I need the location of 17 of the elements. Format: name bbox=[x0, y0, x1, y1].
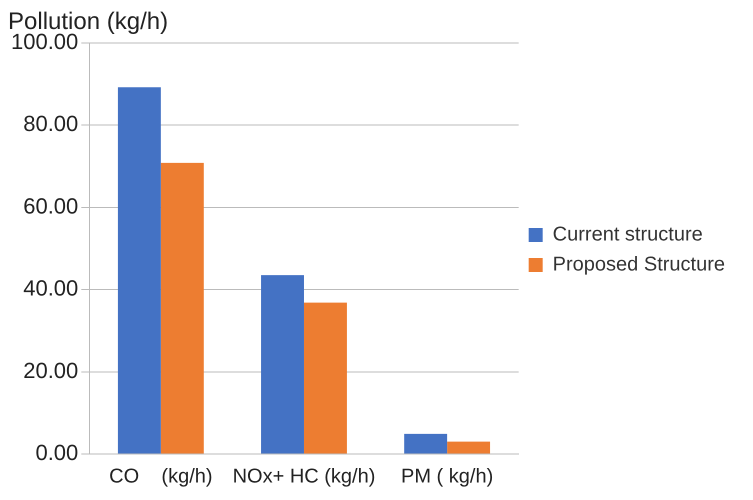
bar bbox=[447, 442, 490, 454]
bar bbox=[304, 302, 347, 454]
y-tick-label: 60.00 bbox=[23, 193, 78, 218]
y-tick-label: 100.00 bbox=[10, 28, 78, 54]
y-tick-label: 0.00 bbox=[35, 440, 78, 466]
x-tick-label: CO (kg/h) bbox=[109, 466, 213, 488]
bar bbox=[261, 275, 304, 454]
y-tick-label: 80.00 bbox=[23, 111, 78, 136]
legend-label: Current structure bbox=[552, 224, 703, 246]
bar bbox=[118, 87, 161, 454]
x-tick-label: NOx+ HC (kg/h) bbox=[232, 466, 376, 488]
x-tick-label: PM ( kg/h) bbox=[400, 466, 494, 488]
y-tick-label: 40.00 bbox=[23, 276, 78, 301]
legend-label: Proposed Structure bbox=[552, 254, 726, 276]
y-tick-label: 20.00 bbox=[23, 358, 78, 383]
bar bbox=[160, 162, 204, 454]
bar bbox=[404, 434, 448, 454]
